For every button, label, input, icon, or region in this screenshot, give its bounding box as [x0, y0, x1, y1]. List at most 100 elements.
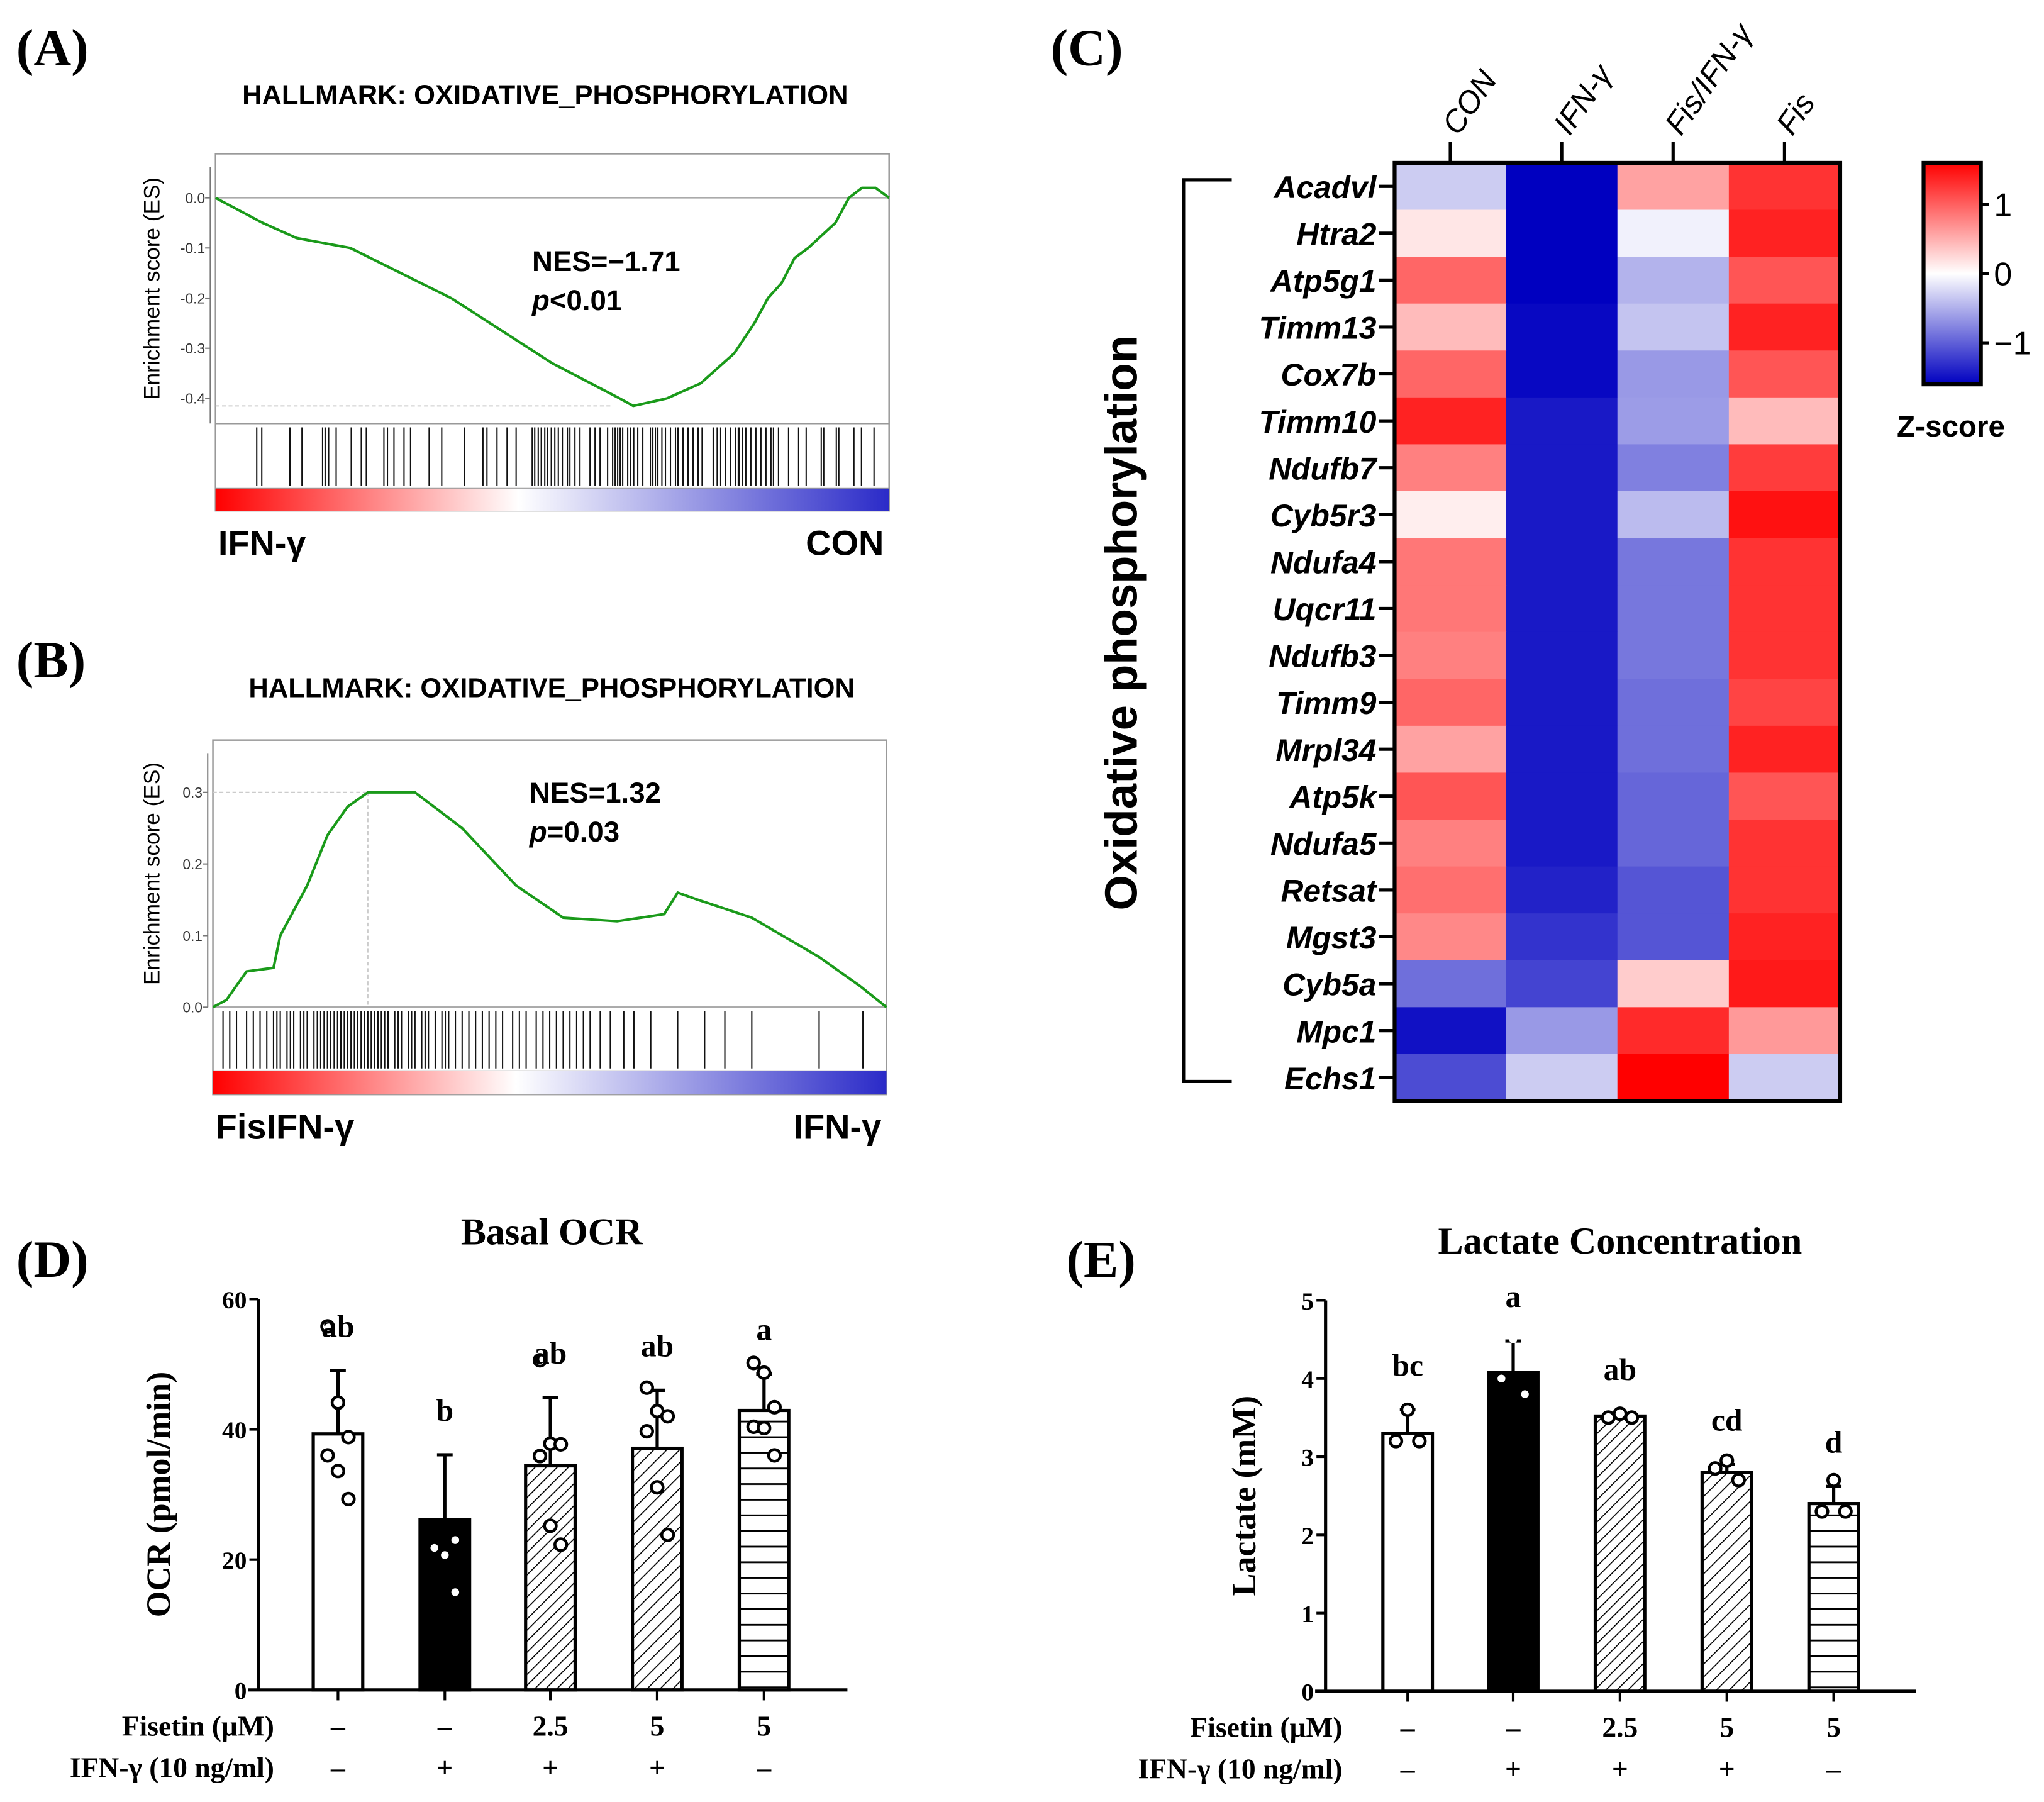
y-tick-label: 20	[222, 1547, 247, 1574]
heatmap-cell	[1394, 631, 1507, 680]
y-tick-label: -0.4	[181, 391, 205, 407]
heatmap-cell	[1728, 772, 1841, 821]
data-point	[441, 1551, 449, 1559]
heatmap-cell	[1617, 162, 1730, 211]
ifn-row-label: IFN-γ (10 ng/ml)	[1138, 1753, 1343, 1785]
heatmap-cell	[1617, 1007, 1730, 1055]
heatmap-cell	[1394, 585, 1507, 633]
y-tick-label: -0.2	[181, 290, 205, 306]
right-phenotype-label: CON	[806, 523, 884, 562]
data-point	[1719, 1453, 1735, 1468]
heatmap-cell	[1617, 1054, 1730, 1102]
fisetin-dose: 5	[650, 1710, 665, 1742]
data-point	[757, 1420, 772, 1436]
heatmap-cell	[1617, 631, 1730, 680]
colorbar-tick-label: −1	[1994, 325, 2031, 362]
p-value: p=0.03	[529, 816, 619, 848]
row-label-gene: Cox7b	[1281, 357, 1377, 392]
heatmap-cell	[1506, 491, 1618, 539]
y-tick-label: 2	[1301, 1522, 1314, 1550]
heatmap-cell	[1728, 820, 1841, 867]
data-point	[532, 1449, 548, 1464]
bar	[1487, 1371, 1540, 1693]
bar	[1593, 1414, 1647, 1693]
heatmap-cell	[1728, 725, 1841, 774]
data-point	[330, 1395, 346, 1410]
heatmap-cell	[1728, 631, 1841, 680]
fisetin-dose: –	[437, 1710, 453, 1742]
data-point	[1497, 1374, 1506, 1382]
data-point	[1826, 1472, 1841, 1488]
p-number: =0.03	[547, 816, 619, 848]
y-axis-label: Enrichment score (ES)	[140, 762, 165, 985]
y-tick-label: 0	[235, 1677, 247, 1705]
data-point	[767, 1399, 782, 1415]
panel-c-heatmap: CON IFN-γ Fis/IFN-γ Fis Acadvl Htra2 Atp5g1 Tim…	[1096, 15, 2031, 1103]
heatmap-cell	[1617, 725, 1730, 774]
ifn-treatment: +	[649, 1752, 665, 1784]
es-curve	[214, 186, 890, 408]
row-label-gene: Mgst3	[1286, 920, 1377, 955]
ifn-treatment: +	[542, 1752, 558, 1784]
data-point	[451, 1588, 460, 1596]
row-label-gene: Uqcr11	[1273, 592, 1377, 627]
heatmap-cell	[1506, 1054, 1618, 1102]
fisetin-dose: –	[330, 1710, 346, 1742]
row-label-gene: Echs1	[1284, 1061, 1376, 1096]
fisetin-dose: 5	[1719, 1711, 1734, 1743]
data-point	[1388, 1433, 1404, 1449]
heatmap-cell	[1728, 491, 1841, 539]
data-point	[757, 1365, 772, 1381]
rank-gradient-bar	[215, 488, 889, 511]
data-point	[1400, 1402, 1415, 1418]
significance-letter: bc	[1392, 1349, 1423, 1383]
data-point	[1624, 1410, 1640, 1425]
ifn-treatment: +	[436, 1752, 453, 1784]
data-point	[1731, 1472, 1746, 1488]
ifn-treatment: –	[1400, 1753, 1416, 1785]
data-point	[320, 1448, 335, 1463]
data-point	[660, 1527, 675, 1542]
y-tick-label: 0.0	[185, 190, 205, 206]
nes-value: NES=1.32	[530, 777, 661, 809]
ifn-treatment: +	[1505, 1753, 1521, 1785]
heatmap-cell	[1394, 538, 1507, 586]
ifn-treatment: –	[756, 1752, 772, 1784]
significance-letter: b	[436, 1393, 453, 1428]
y-tick-label: 4	[1301, 1365, 1314, 1393]
fisetin-row-label: Fisetin (μM)	[1190, 1711, 1342, 1743]
bar	[737, 1408, 791, 1692]
panel-a-gsea-plot: HALLMARK: OXIDATIVE_PHOSPHORYLATION 0.0 -0…	[140, 81, 890, 562]
y-tick-label: 40	[222, 1416, 247, 1444]
fisetin-dose: –	[1506, 1711, 1521, 1743]
panel-b-gsea-plot: HALLMARK: OXIDATIVE_PHOSPHORYLATION 0.0 0.…	[140, 673, 887, 1147]
heatmap-cell	[1617, 257, 1730, 304]
y-tick-label: -0.1	[181, 240, 205, 257]
data-point	[1708, 1461, 1723, 1476]
heatmap-cell	[1506, 679, 1618, 726]
row-label-gene: Cyb5a	[1282, 967, 1376, 1003]
gsea-title: HALLMARK: OXIDATIVE_PHOSPHORYLATION	[242, 81, 848, 111]
significance-letter: ab	[534, 1336, 567, 1371]
bar	[1700, 1471, 1753, 1693]
fisetin-row-label: Fisetin (μM)	[122, 1710, 274, 1742]
row-label-gene: Cyb5r3	[1270, 498, 1377, 533]
row-label-gene: Ndufa4	[1270, 545, 1376, 580]
heatmap-cell	[1506, 350, 1618, 398]
heatmap-cell	[1728, 585, 1841, 633]
left-phenotype-label: IFN-γ	[218, 523, 306, 562]
heatmap-cell	[1506, 631, 1618, 680]
heatmap-cell	[1506, 397, 1618, 445]
heatmap-cell	[1506, 538, 1618, 586]
heatmap-cell	[1728, 257, 1841, 304]
heatmap-cell	[1728, 866, 1841, 915]
left-phenotype-label: FisIFN-γ	[216, 1107, 355, 1147]
heatmap-cell	[1394, 679, 1507, 726]
fisetin-dose: 2.5	[533, 1710, 569, 1742]
column-label: Fis/IFN-γ	[1658, 15, 1760, 141]
data-point	[639, 1424, 654, 1439]
heatmap-cell	[1728, 913, 1841, 961]
heatmap-cell	[1506, 209, 1618, 258]
heatmap-cell	[1506, 913, 1618, 961]
heatmap-cell	[1506, 960, 1618, 1008]
